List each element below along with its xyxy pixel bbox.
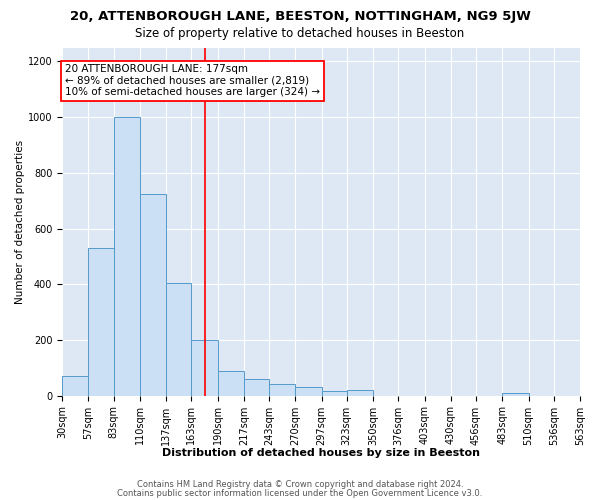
Bar xyxy=(191,340,218,396)
Bar xyxy=(502,393,529,396)
Bar xyxy=(62,376,88,396)
Bar xyxy=(113,117,140,396)
Bar xyxy=(295,388,322,396)
Text: 20 ATTENBOROUGH LANE: 177sqm
← 89% of detached houses are smaller (2,819)
10% of: 20 ATTENBOROUGH LANE: 177sqm ← 89% of de… xyxy=(65,64,320,98)
Text: Contains public sector information licensed under the Open Government Licence v3: Contains public sector information licen… xyxy=(118,489,482,498)
Bar xyxy=(244,379,269,396)
Bar xyxy=(166,283,191,396)
Bar xyxy=(88,248,113,396)
Text: 20, ATTENBOROUGH LANE, BEESTON, NOTTINGHAM, NG9 5JW: 20, ATTENBOROUGH LANE, BEESTON, NOTTINGH… xyxy=(70,10,530,23)
Text: Contains HM Land Registry data © Crown copyright and database right 2024.: Contains HM Land Registry data © Crown c… xyxy=(137,480,463,489)
Y-axis label: Number of detached properties: Number of detached properties xyxy=(15,140,25,304)
Text: Size of property relative to detached houses in Beeston: Size of property relative to detached ho… xyxy=(136,28,464,40)
Bar xyxy=(347,390,373,396)
Bar xyxy=(218,370,244,396)
Bar xyxy=(140,194,166,396)
Bar xyxy=(269,384,295,396)
X-axis label: Distribution of detached houses by size in Beeston: Distribution of detached houses by size … xyxy=(162,448,480,458)
Bar xyxy=(322,392,347,396)
